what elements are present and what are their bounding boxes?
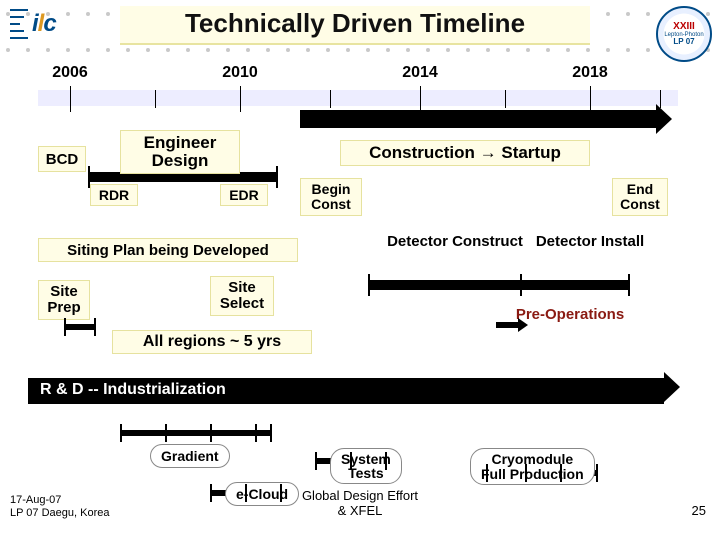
tick-2018 bbox=[590, 86, 591, 112]
box-rdr: RDR bbox=[90, 184, 138, 206]
box-bcd: BCD bbox=[38, 146, 86, 172]
tick-mid-1 bbox=[330, 90, 331, 108]
year-2018: 2018 bbox=[572, 64, 608, 82]
stub bbox=[385, 452, 387, 470]
stub bbox=[210, 484, 212, 502]
edr-stub bbox=[276, 166, 278, 188]
slide: { "title": "Technically Driven Timeline"… bbox=[0, 0, 720, 540]
title-wrap: Technically Driven Timeline bbox=[120, 6, 590, 45]
detector-stub-2 bbox=[520, 274, 522, 296]
logo-text: ilc bbox=[32, 10, 56, 38]
box-end-const: End Const bbox=[612, 178, 668, 216]
year-2014: 2014 bbox=[402, 64, 438, 82]
stub bbox=[165, 424, 167, 442]
pill-gradient: Gradient bbox=[150, 444, 230, 468]
rd-label: R & D -- Industrialization bbox=[40, 381, 226, 399]
detector-stub-1 bbox=[368, 274, 370, 296]
siteprep-stub-2 bbox=[94, 318, 96, 336]
logo-ilc: ilc bbox=[10, 6, 110, 42]
construction-arrow bbox=[300, 110, 656, 128]
stub bbox=[270, 424, 272, 442]
stub bbox=[120, 424, 122, 442]
stub bbox=[596, 464, 598, 482]
box-begin-const: Begin Const bbox=[300, 178, 362, 216]
tick-2010 bbox=[240, 86, 241, 112]
footer-page: 25 bbox=[692, 503, 706, 518]
siteprep-bar bbox=[64, 324, 94, 330]
footer-center: Global Design Effort & XFEL bbox=[0, 488, 720, 518]
preops-ext bbox=[496, 322, 518, 328]
box-siting-plan: Siting Plan being Developed bbox=[38, 238, 298, 262]
tick-2014 bbox=[420, 86, 421, 112]
stub bbox=[210, 424, 212, 442]
timeline-axis bbox=[38, 90, 678, 106]
stub bbox=[280, 484, 282, 502]
gradient-bar bbox=[120, 430, 270, 436]
stub bbox=[560, 464, 562, 482]
label-pre-operations: Pre-Operations bbox=[516, 306, 624, 323]
stub bbox=[245, 484, 247, 502]
box-all-regions: All regions ~ 5 yrs bbox=[112, 330, 312, 354]
stub bbox=[315, 452, 317, 470]
stub bbox=[255, 424, 257, 442]
year-2006: 2006 bbox=[52, 64, 88, 82]
preops-arrowhead bbox=[518, 318, 528, 332]
pill-cryomodule: Cryomodule Full Production bbox=[470, 448, 595, 485]
stub bbox=[486, 464, 488, 482]
year-2010: 2010 bbox=[222, 64, 258, 82]
detector-bar bbox=[368, 280, 628, 290]
box-site-select: Site Select bbox=[210, 276, 274, 316]
label-detector-construct: Detector Construct bbox=[387, 234, 523, 250]
box-construction-startup: Construction → Startup bbox=[340, 140, 590, 166]
slide-title: Technically Driven Timeline bbox=[120, 6, 590, 43]
stub bbox=[350, 452, 352, 470]
box-site-prep: Site Prep bbox=[38, 280, 90, 320]
tick-mid-2 bbox=[505, 90, 506, 108]
siteprep-stub-1 bbox=[64, 318, 66, 336]
box-engineer-design: Engineer Design bbox=[120, 130, 240, 174]
badge-lp07: XXIII Lepton-Photon LP 07 bbox=[656, 6, 712, 62]
stub bbox=[525, 464, 527, 482]
logo-bars bbox=[10, 9, 28, 39]
label-detector-install: Detector Install bbox=[536, 234, 644, 250]
box-edr: EDR bbox=[220, 184, 268, 206]
badge-top: XXIII bbox=[673, 22, 695, 32]
tick-mid-0 bbox=[155, 90, 156, 108]
detector-stub-3 bbox=[628, 274, 630, 296]
tick-mid-3 bbox=[660, 90, 661, 108]
tick-2006 bbox=[70, 86, 71, 112]
badge-bot: LP 07 bbox=[673, 38, 694, 46]
dotted-row-2 bbox=[0, 48, 720, 52]
pill-system-tests: System Tests bbox=[330, 448, 402, 484]
